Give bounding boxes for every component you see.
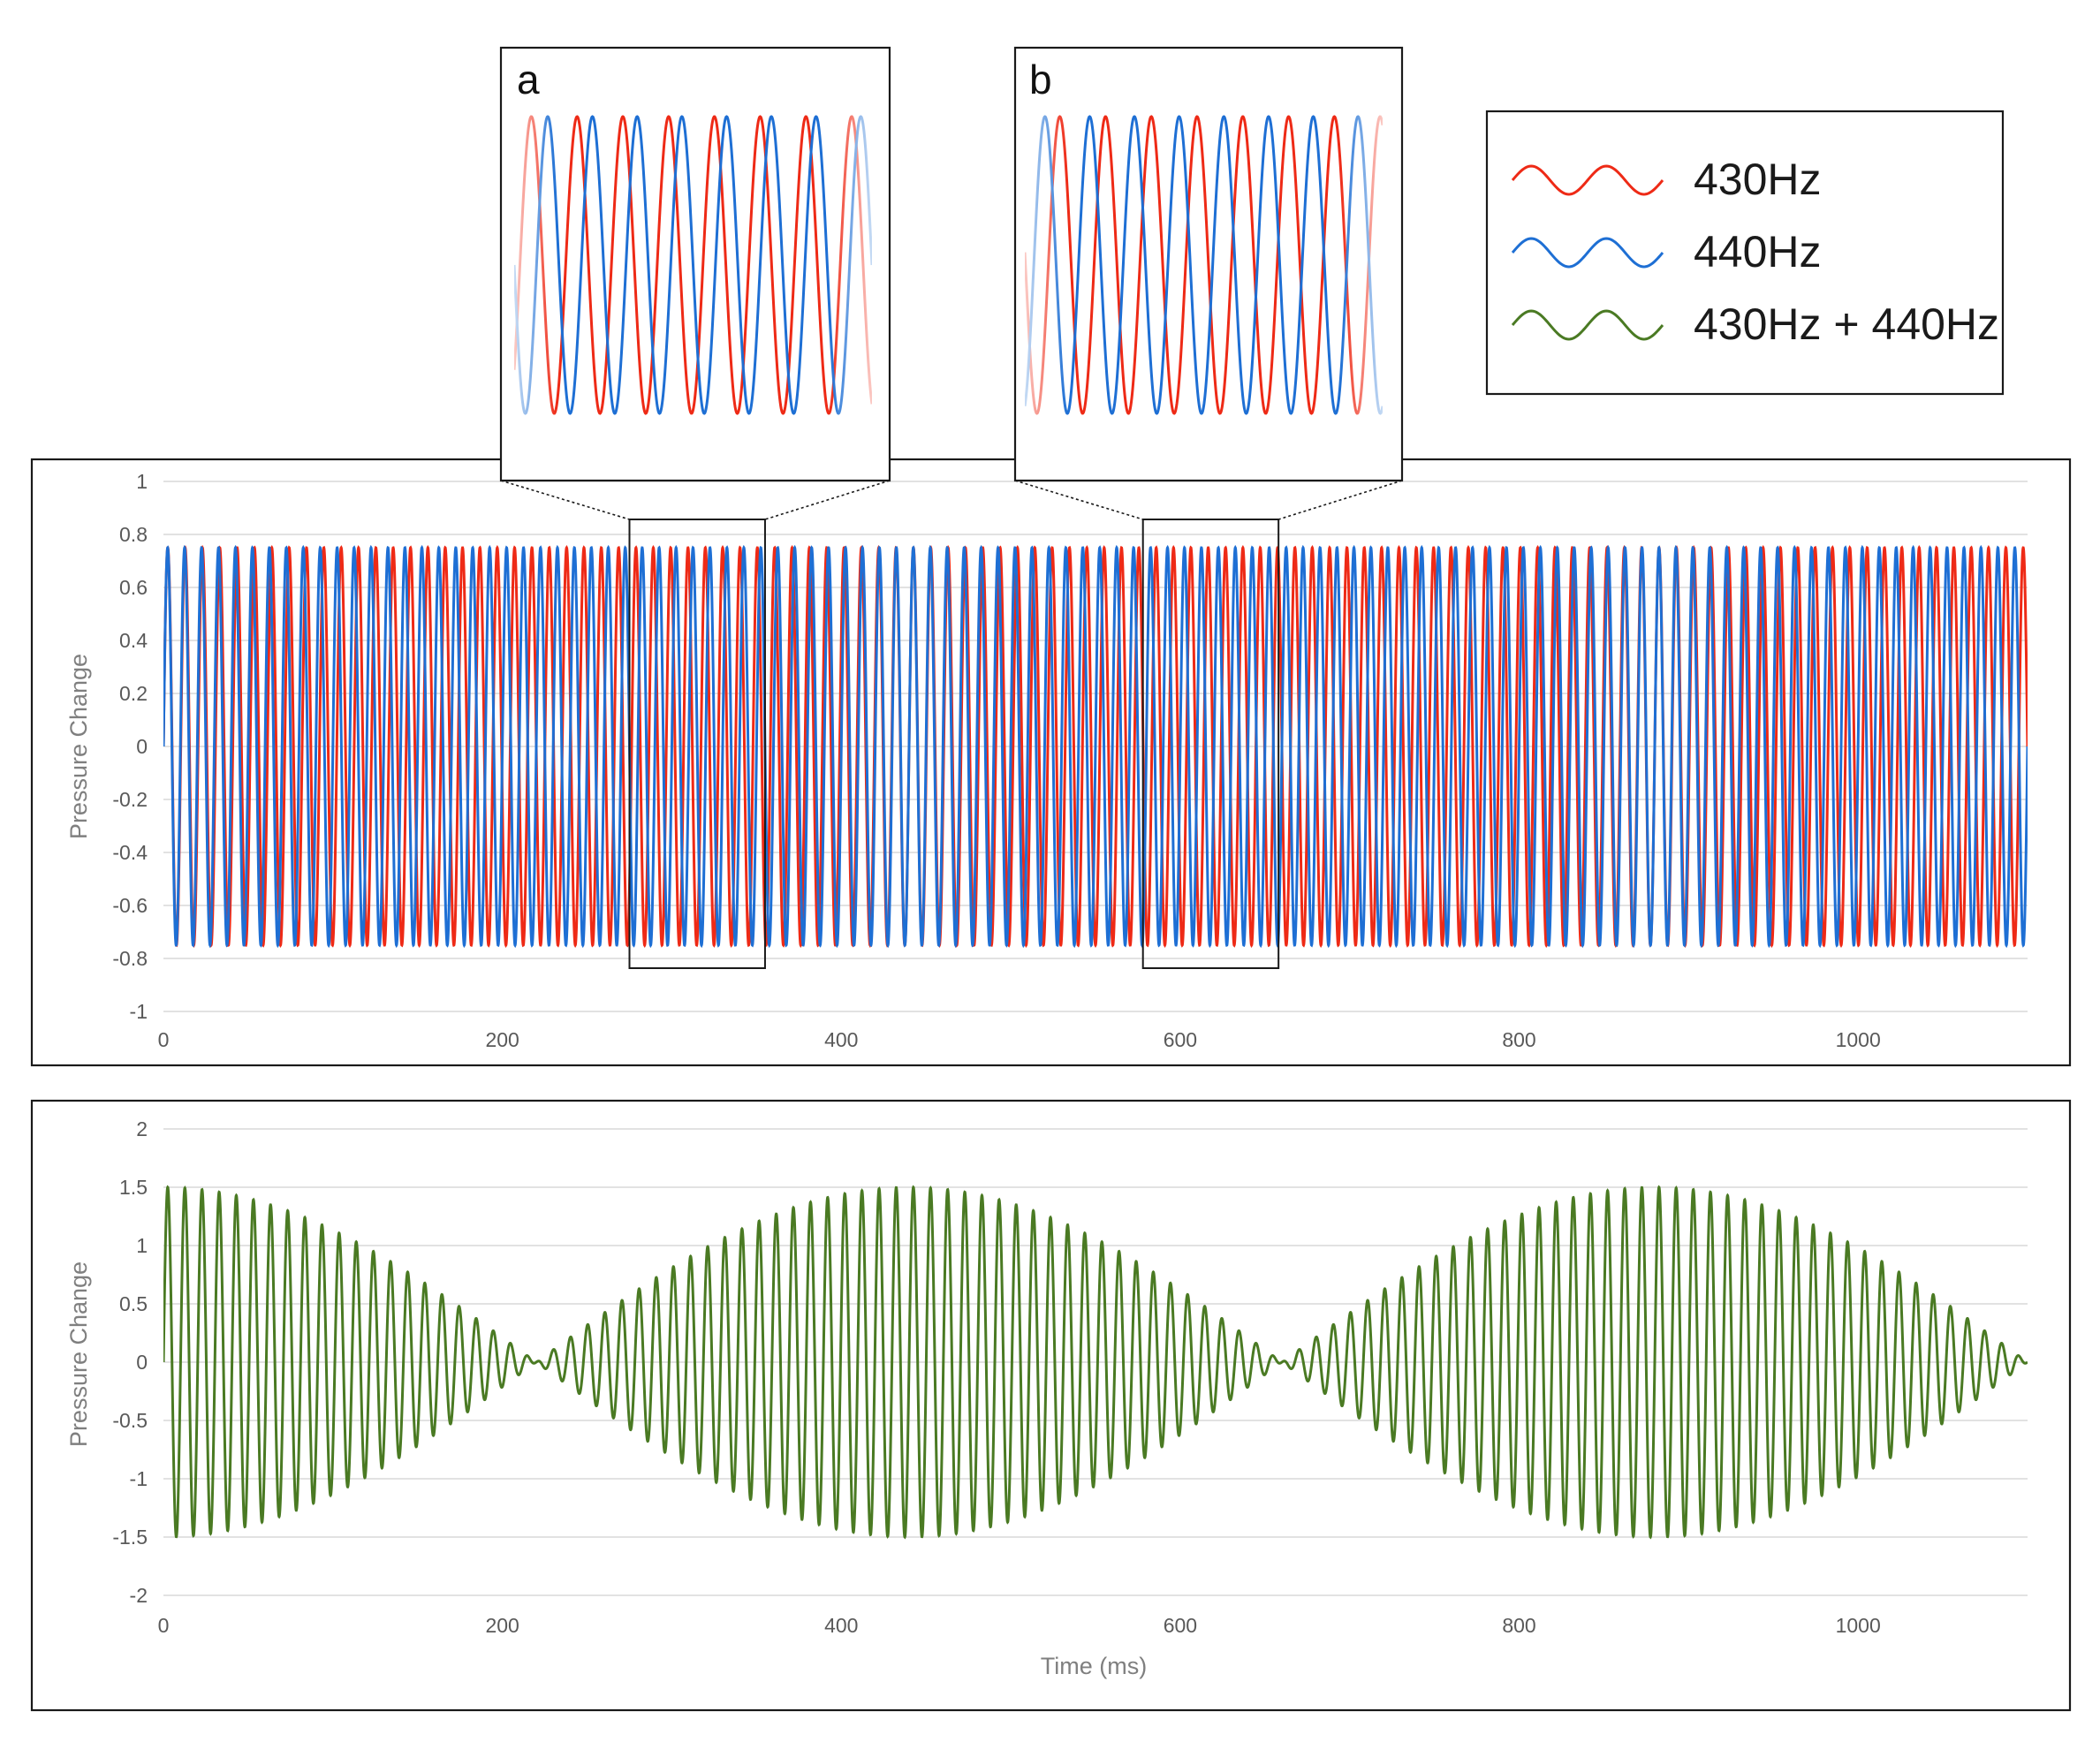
inset-b-fade	[1025, 106, 1383, 424]
y-tick-label: 0.6	[119, 576, 148, 599]
legend: 430Hz 440Hz 430Hz + 440Hz	[1485, 110, 2005, 396]
legend-label-440hz: 440Hz	[1694, 227, 1822, 276]
connector-line	[1277, 480, 1403, 520]
y-tick-label: -0.2	[112, 788, 148, 811]
x-tick-label: 400	[824, 1614, 858, 1637]
top-chart-y-tick-labels: 1 0.8 0.6 0.4 0.2 0 -0.2 -0.4 -0.6 -0.8 -1	[112, 470, 148, 1023]
bottom-chart-frame	[30, 1099, 2072, 1712]
legend-swatch-440hz	[1511, 237, 1664, 269]
y-tick-label: -1	[130, 1000, 148, 1023]
connector-line	[764, 480, 891, 520]
y-tick-label: 0.8	[119, 523, 148, 546]
x-tick-label: 0	[158, 1614, 170, 1637]
legend-label-430hz: 430Hz	[1694, 155, 1822, 204]
y-tick-label: -2	[130, 1584, 148, 1607]
y-tick-label: -0.8	[112, 947, 148, 970]
zoom-region-a	[628, 519, 766, 969]
y-tick-label: -0.4	[112, 841, 148, 864]
y-tick-label: 2	[136, 1117, 148, 1140]
inset-b: b	[1013, 46, 1404, 482]
connector-line	[500, 480, 630, 520]
x-tick-label: 400	[824, 1028, 858, 1051]
y-tick-label: -0.6	[112, 894, 148, 917]
y-tick-label: -0.5	[112, 1409, 148, 1432]
top-chart-x-tick-labels: 0 200 400 600 800 1000	[158, 1028, 1881, 1051]
top-chart-y-axis-title: Pressure Change	[65, 654, 92, 839]
bottom-chart: 21.510.50-0.5-1-1.5-2 0 200 400 600 800 1000 …	[30, 1099, 2072, 1712]
legend-label-430hz-plus-440hz: 430Hz + 440Hz	[1694, 299, 1999, 349]
inset-a-label: a	[517, 57, 540, 102]
inset-connector-lines	[500, 480, 1403, 520]
y-tick-label: 1.5	[119, 1176, 148, 1199]
y-tick-label: 0	[136, 735, 148, 758]
top-chart: 1 0.8 0.6 0.4 0.2 0 -0.2 -0.4 -0.6 -0.8 -1 0 200 400…	[30, 458, 2072, 1067]
zoom-region-b	[1141, 519, 1280, 969]
x-tick-label: 200	[485, 1028, 519, 1051]
legend-swatch-430hz	[1511, 164, 1664, 196]
inset-a: a	[499, 46, 891, 482]
y-tick-label: 1	[136, 1234, 148, 1257]
x-tick-label: 1000	[1836, 1028, 1881, 1051]
legend-item-440hz: 440Hz	[1511, 227, 1822, 276]
legend-swatch-430hz-plus-440hz	[1511, 309, 1664, 341]
legend-item-430hz: 430Hz	[1511, 155, 1822, 204]
series-line-430hz	[163, 544, 2028, 949]
y-tick-label: 0.5	[119, 1292, 148, 1315]
bottom-chart-x-tick-labels: 0 200 400 600 800 1000	[158, 1614, 1881, 1637]
connector-line	[1014, 480, 1143, 520]
bottom-chart-y-axis-title: Pressure Change	[65, 1261, 92, 1447]
y-tick-label: 0.4	[119, 629, 148, 652]
x-tick-label: 600	[1164, 1028, 1197, 1051]
x-tick-label: 0	[158, 1028, 170, 1051]
y-tick-label: 0.2	[119, 682, 148, 705]
legend-frame	[1485, 110, 2005, 396]
inset-a-fade	[514, 106, 872, 424]
series-line-430hz-plus-440hz	[163, 1185, 2028, 1540]
y-tick-label: 1	[136, 470, 148, 493]
x-tick-label: 1000	[1836, 1614, 1881, 1637]
x-tick-label: 200	[485, 1614, 519, 1637]
y-tick-label: -1.5	[112, 1526, 148, 1549]
x-tick-label: 800	[1502, 1028, 1535, 1051]
y-tick-label: -1	[130, 1467, 148, 1490]
x-tick-label: 600	[1164, 1614, 1197, 1637]
series-line-440hz	[163, 544, 2028, 949]
y-tick-label: 0	[136, 1351, 148, 1374]
x-tick-label: 800	[1502, 1614, 1535, 1637]
bottom-chart-y-tick-labels: 2 1.5 1 0.5 0 -0.5 -1 -1.5 -2	[112, 1117, 148, 1607]
legend-item-sum: 430Hz + 440Hz	[1511, 299, 1999, 349]
bottom-chart-x-axis-title: Time (ms)	[1041, 1653, 1147, 1679]
inset-b-label: b	[1029, 57, 1052, 102]
